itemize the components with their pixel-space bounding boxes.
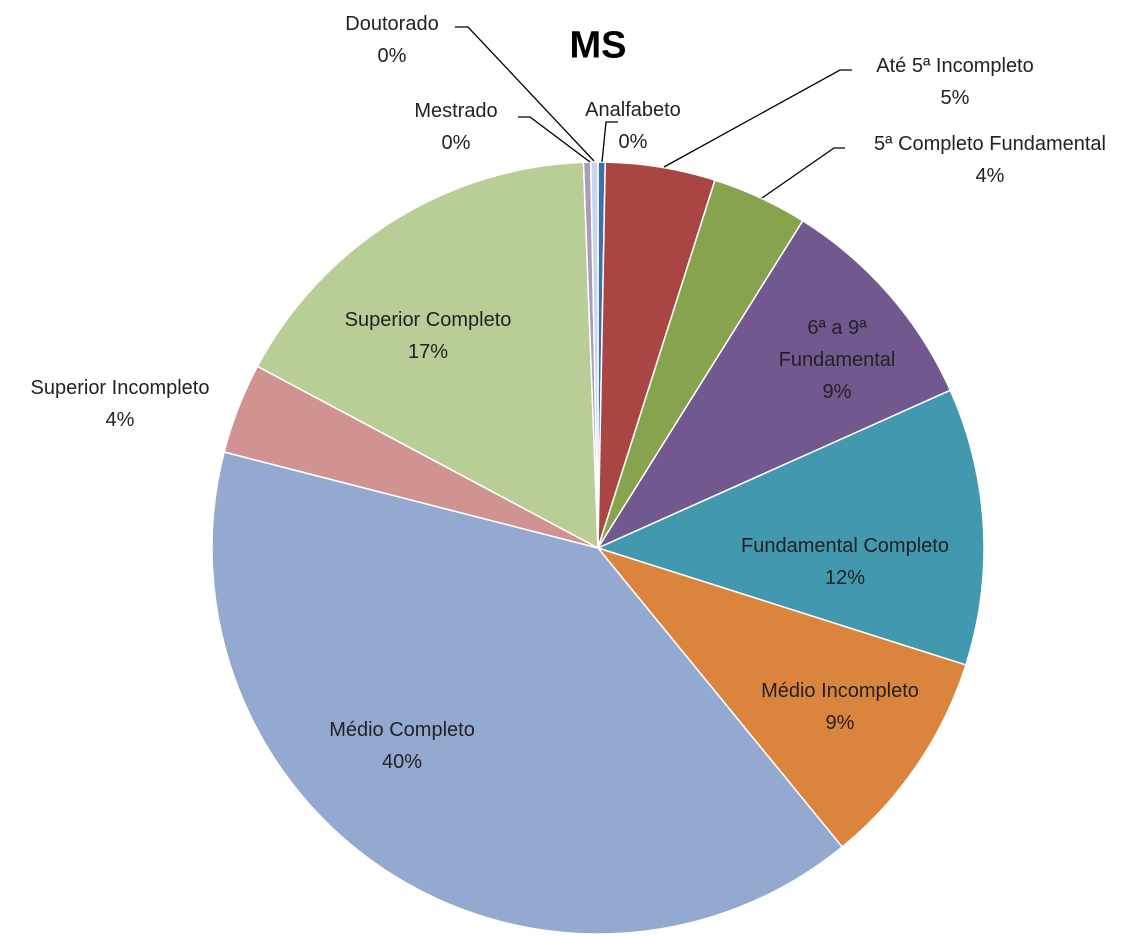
data-label: Médio Completo 40% [292,714,512,778]
value-label: 17% [407,341,449,363]
data-label: Até 5ª Incompleto 5% [805,50,1105,114]
category-label: 6ª a 9ª Fundamental [778,317,896,371]
data-label: Fundamental Completo 12% [705,530,985,594]
value-label: 4% [105,409,135,431]
category-label: Até 5ª Incompleto [876,55,1034,77]
leader-line [761,147,845,199]
leader-line [455,26,595,162]
category-label: Fundamental Completo [741,535,949,557]
data-label: Mestrado 0% [376,95,536,159]
data-label: Doutorado 0% [312,8,472,72]
value-label: 0% [377,45,407,67]
value-label: 9% [825,712,855,734]
value-label: 9% [822,381,852,403]
category-label: Superior Completo [344,309,512,331]
pie-slice [596,219,952,550]
pie-slice [256,161,599,550]
value-label: 0% [441,132,471,154]
value-label: 0% [618,131,648,153]
pie-slice [595,546,967,849]
category-label: Analfabeto [585,99,681,121]
value-label: 5% [940,87,970,109]
data-label: 5ª Completo Fundamental 4% [830,128,1138,192]
category-label: Mestrado [414,100,498,122]
pie-slice [589,161,599,549]
value-label: 4% [975,165,1005,187]
category-label: Superior Incompleto [30,377,210,399]
value-label: 40% [381,751,423,773]
category-label: Doutorado [345,13,439,35]
category-label: Médio Completo [329,719,475,741]
leader-line [663,69,852,168]
chart-title: MS [569,24,627,67]
pie-slice [211,451,844,935]
value-label: 12% [824,567,866,589]
data-label: Superior Completo 17% [308,304,548,368]
data-label: Analfabeto 0% [533,94,733,158]
leader-line [518,116,591,163]
category-label: 5ª Completo Fundamental [874,133,1106,155]
pie-slice [595,389,985,666]
category-label: Médio Incompleto [761,680,919,702]
data-label: Superior Incompleto 4% [0,372,240,436]
data-label: 6ª a 9ª Fundamental 9% [762,312,912,408]
data-label: Médio Incompleto 9% [720,675,960,739]
leader-line [601,121,618,163]
